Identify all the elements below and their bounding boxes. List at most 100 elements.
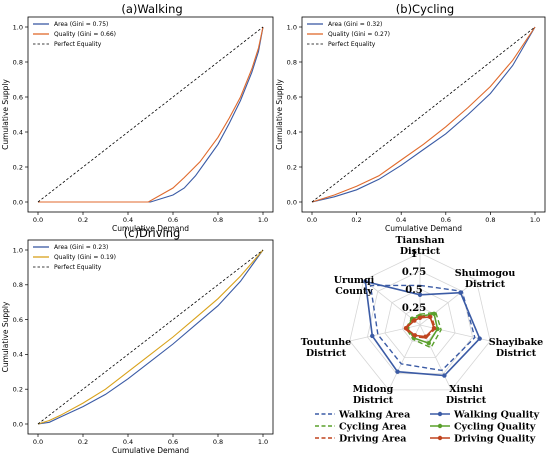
- y-tick-label: 1.0: [287, 23, 297, 31]
- y-axis-label: Cumulative Supply: [1, 79, 10, 150]
- y-tick-label: 0.8: [13, 281, 23, 289]
- axis-label: County: [335, 286, 373, 297]
- x-tick-label: 0.2: [78, 216, 88, 224]
- series-line: [37, 249, 264, 425]
- radar-point: [395, 369, 400, 374]
- radar-point: [435, 326, 440, 332]
- legend-label: Area (Gini = 0.23): [54, 244, 108, 251]
- axis-label: Midong: [353, 384, 394, 395]
- legend-label: Perfect Equality: [328, 41, 376, 48]
- radar-legend-label: Walking Area: [338, 410, 410, 421]
- x-tick-label: 0.8: [213, 216, 223, 224]
- x-tick-label: 0.0: [33, 438, 43, 446]
- radar-ring: [384, 288, 456, 358]
- legend-label: Perfect Equality: [54, 41, 102, 48]
- radar-point: [370, 333, 375, 339]
- y-tick-label: 0.2: [13, 163, 23, 171]
- axis-label: District: [400, 246, 441, 257]
- radar-point: [426, 340, 431, 346]
- axis-label: Xinshi: [449, 384, 483, 395]
- series-line: [311, 26, 536, 203]
- radar-point: [412, 333, 418, 338]
- y-tick-label: 0.0: [13, 198, 23, 206]
- radar-ring: [349, 252, 491, 391]
- legend-label: Quality (Gini = 0.19): [54, 254, 116, 261]
- series-line: [311, 26, 536, 203]
- x-tick-label: 0.4: [123, 216, 133, 224]
- ring-label: 1: [411, 249, 418, 260]
- radar-point: [458, 290, 463, 295]
- axis-label: District: [446, 395, 487, 406]
- x-tick-label: 0.0: [307, 216, 317, 224]
- panel-title: (c)Driving: [124, 226, 181, 240]
- radar-legend-marker: [437, 435, 443, 441]
- legend-label: Area (Gini = 0.32): [328, 21, 382, 28]
- y-tick-label: 0.8: [287, 58, 297, 66]
- axis-label: District: [496, 348, 537, 359]
- axis-label: Shayibake: [489, 337, 543, 348]
- series-line: [37, 249, 264, 425]
- y-tick-label: 1.0: [13, 23, 23, 31]
- radar-point: [431, 326, 437, 331]
- y-tick-label: 0.0: [13, 420, 23, 428]
- radar-legend-marker: [437, 411, 443, 417]
- axis-label: Tianshan: [395, 235, 444, 246]
- radar-point: [423, 334, 428, 339]
- radar-point: [477, 336, 482, 341]
- y-axis-label: Cumulative Supply: [1, 301, 10, 372]
- legend-label: Area (Gini = 0.75): [54, 21, 108, 28]
- series-line: [37, 249, 264, 425]
- series-line: [37, 26, 264, 203]
- radar-legend-label: Cycling Area: [339, 422, 407, 433]
- radar-point: [412, 318, 417, 323]
- radar-point: [431, 311, 437, 316]
- x-tick-label: 1.0: [258, 438, 268, 446]
- plot-frame: [27, 239, 274, 435]
- radar-point: [363, 279, 368, 284]
- y-tick-label: 0.0: [287, 198, 297, 206]
- x-tick-label: 0.2: [351, 216, 361, 224]
- legend-label: Quality (Gini = 0.66): [54, 31, 116, 38]
- plot-frame: [301, 16, 546, 213]
- x-tick-label: 0.4: [396, 216, 406, 224]
- radar-point: [417, 292, 423, 297]
- ring-label: 0.75: [402, 267, 426, 278]
- radar-legend-label: Driving Area: [339, 434, 406, 445]
- lorenz-panel-2: (c)Driving 0.0 0.2 0.4 0.6 0.8 1.0 0.0 0.2 0.4 0.6…: [1, 226, 274, 455]
- x-tick-label: 0.2: [78, 438, 88, 446]
- x-tick-label: 0.4: [123, 438, 133, 446]
- x-tick-label: 0.6: [168, 216, 178, 224]
- y-tick-label: 0.6: [13, 316, 23, 324]
- axis-label: District: [353, 395, 394, 406]
- radar-legend-label: Walking Quality: [453, 410, 540, 421]
- x-axis-label: Cumulative Demand: [112, 446, 189, 455]
- y-tick-label: 0.2: [13, 386, 23, 394]
- y-tick-label: 0.4: [13, 128, 23, 136]
- x-tick-label: 0.0: [33, 216, 43, 224]
- y-tick-label: 0.2: [287, 163, 297, 171]
- radar-point: [417, 315, 423, 320]
- y-tick-label: 0.8: [13, 58, 23, 66]
- x-tick-label: 0.6: [441, 216, 451, 224]
- y-tick-label: 1.0: [13, 246, 23, 254]
- y-axis-label: Cumulative Supply: [275, 79, 284, 150]
- lorenz-panel-1: (b)Cycling 0.0 0.2 0.4 0.6 0.8 1.0 0.0 0.2 0.4 0.6…: [275, 2, 546, 233]
- x-tick-label: 0.8: [485, 216, 495, 224]
- panel-title: (b)Cycling: [396, 2, 454, 16]
- axis-label: District: [465, 279, 506, 290]
- radar-series: [364, 280, 481, 377]
- radar-series: [369, 284, 476, 372]
- radar-panel: 10.750.50.25TianshanDistrictShuimogouDis…: [301, 235, 543, 445]
- x-tick-label: 1.0: [530, 216, 540, 224]
- x-tick-label: 0.6: [168, 438, 178, 446]
- x-tick-label: 0.8: [213, 438, 223, 446]
- legend-label: Quality (Gini = 0.27): [328, 31, 390, 38]
- radar-point: [442, 373, 447, 378]
- series-line: [311, 26, 536, 203]
- y-tick-label: 0.4: [287, 128, 297, 136]
- legend-label: Perfect Equality: [54, 264, 102, 271]
- radar-point: [427, 314, 433, 320]
- axis-label: Shuimogou: [455, 268, 516, 279]
- radar-legend-marker: [437, 423, 443, 429]
